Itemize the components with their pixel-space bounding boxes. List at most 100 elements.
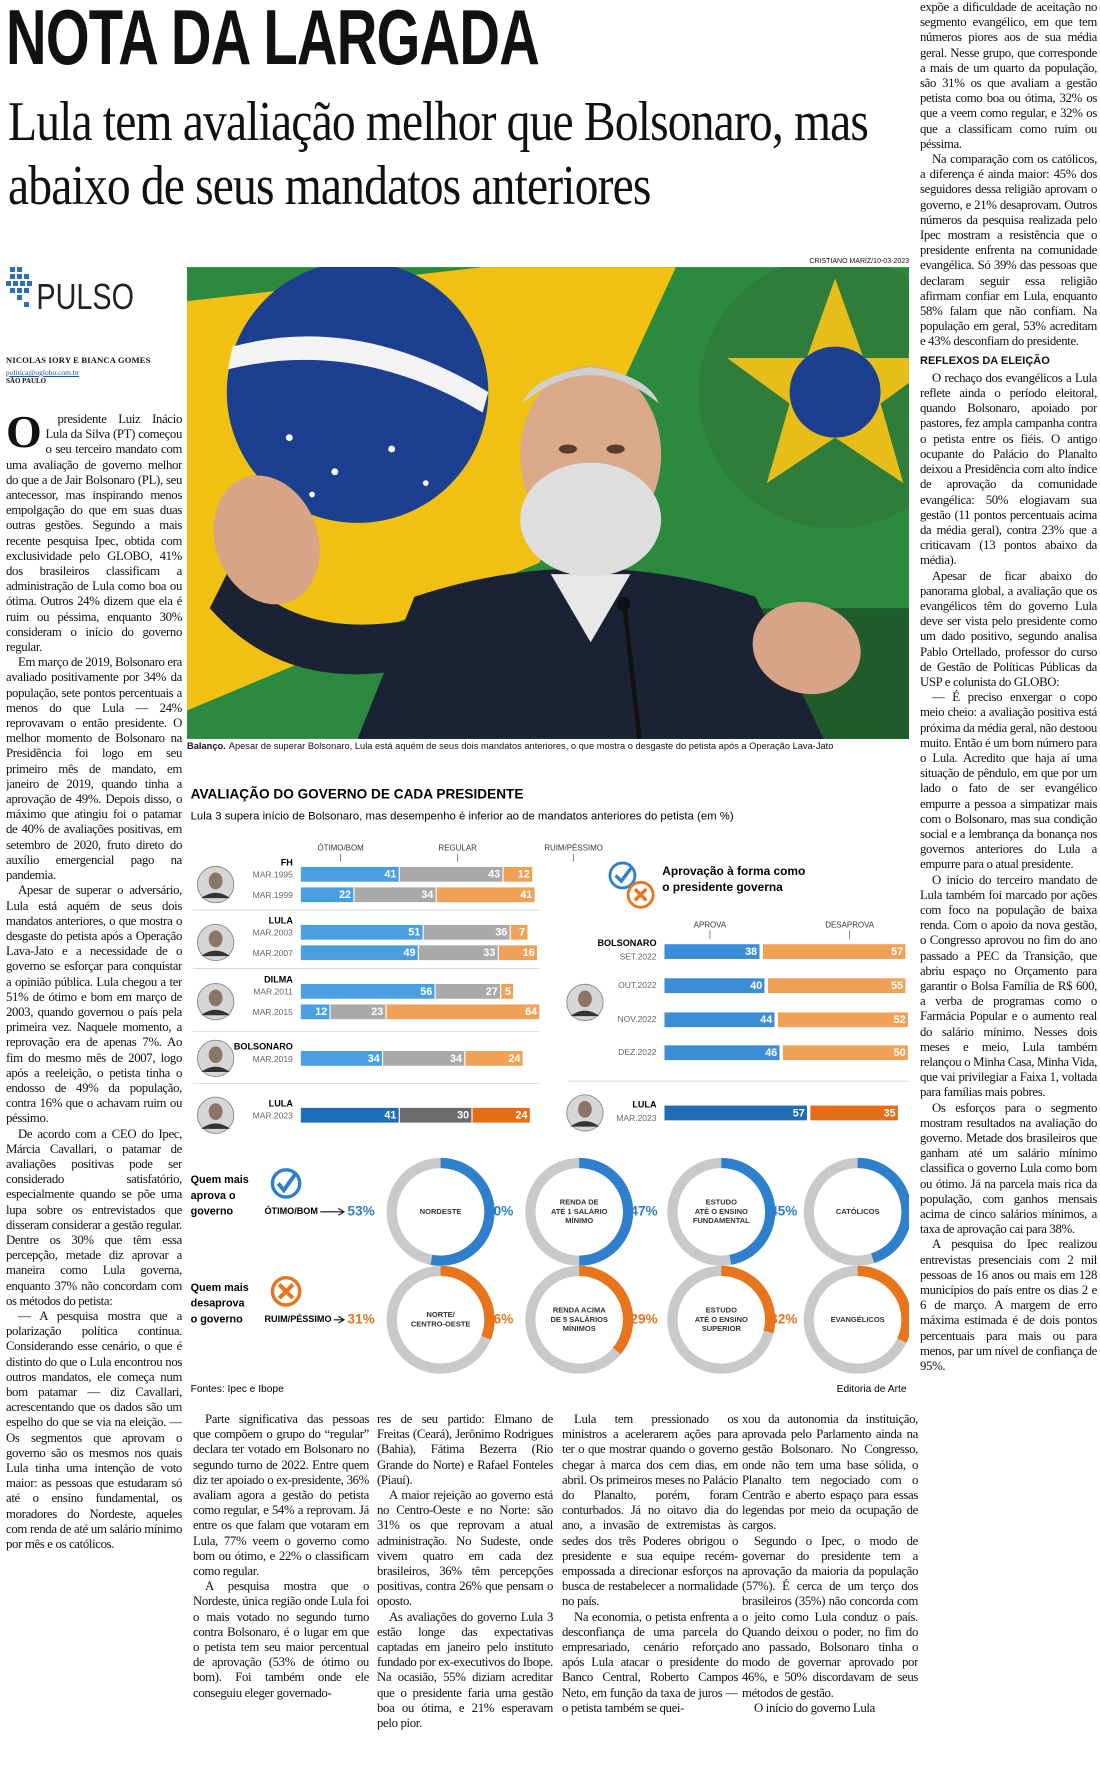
paragraph: Na economia, o petista enfrenta a descon… bbox=[562, 1609, 738, 1715]
period-date: MAR.2023 bbox=[616, 1113, 656, 1123]
icon-mark bbox=[276, 1173, 297, 1194]
paragraph: De acordo com a CEO do Ipec, Márcia Cava… bbox=[6, 1126, 182, 1308]
bar bbox=[762, 944, 906, 959]
portrait-body bbox=[201, 1009, 231, 1016]
paragraph: — A pesquisa mostra que a polarização po… bbox=[6, 1308, 182, 1552]
bar bbox=[664, 944, 760, 959]
paragraph: Apesar de ficar abaixo do panorama globa… bbox=[920, 568, 1097, 689]
president-name: DILMA bbox=[264, 974, 293, 984]
ring-arc bbox=[430, 1157, 495, 1266]
president-name: FH bbox=[281, 857, 293, 867]
bar bbox=[383, 1051, 465, 1066]
source: Fontes: Ipec e Ibope bbox=[191, 1384, 284, 1395]
section-name: PULSO bbox=[36, 276, 134, 317]
icon-x-mark bbox=[633, 887, 648, 902]
icon-check bbox=[608, 861, 637, 890]
ring-arc bbox=[579, 1265, 634, 1355]
ring-arc bbox=[579, 1157, 634, 1266]
bar bbox=[436, 887, 535, 903]
segment-value: 29% bbox=[630, 1311, 657, 1326]
period-date: OUT.2022 bbox=[618, 980, 657, 990]
bar bbox=[300, 887, 354, 903]
bar-label: 16 bbox=[523, 947, 535, 959]
ring-arc bbox=[440, 1265, 495, 1340]
paragraph: O presidente Luiz Inácio Lula da Silva (… bbox=[6, 412, 182, 655]
period-date: MAR.1995 bbox=[253, 870, 293, 880]
arrow bbox=[320, 1207, 346, 1216]
bar bbox=[418, 945, 498, 961]
segment-value: 53% bbox=[347, 1203, 374, 1218]
segment-name: ESTUDO bbox=[706, 1198, 737, 1207]
icon-mark bbox=[277, 1283, 295, 1300]
segment-heading: Quem mais bbox=[191, 1174, 249, 1186]
bar-label: 36 bbox=[495, 927, 507, 939]
photo-caption: Balanço. Apesar de superar Bolsonaro, Lul… bbox=[187, 741, 909, 751]
bar-label: 33 bbox=[483, 947, 495, 959]
bar-label: 23 bbox=[371, 1006, 383, 1018]
bar-label: 27 bbox=[486, 986, 498, 998]
segment-name: DE 5 SALÁRIOS bbox=[550, 1315, 608, 1324]
photo bbox=[187, 267, 909, 739]
segment-name: ATÉ O ENSINO bbox=[695, 1207, 748, 1216]
period-date: MAR.2019 bbox=[253, 1054, 293, 1064]
bar bbox=[503, 866, 533, 882]
portrait-head bbox=[578, 990, 592, 1008]
bar-label: 24 bbox=[508, 1053, 520, 1065]
icon bbox=[270, 1168, 302, 1199]
segment-value: 32% bbox=[770, 1311, 797, 1326]
period-date: MAR.2015 bbox=[253, 1007, 293, 1017]
segment-heading: desaprova bbox=[191, 1298, 246, 1310]
bar bbox=[386, 1004, 540, 1020]
bar bbox=[465, 1051, 523, 1066]
period-date: DEZ.2022 bbox=[618, 1047, 657, 1057]
bar bbox=[423, 924, 510, 940]
bar-label: 56 bbox=[420, 986, 432, 998]
ring-arc bbox=[721, 1265, 776, 1334]
portrait-body bbox=[201, 1066, 231, 1073]
bar bbox=[767, 978, 906, 994]
segment-name: RENDA DE bbox=[560, 1198, 599, 1207]
portrait-body bbox=[570, 1010, 600, 1017]
period-date: NOV.2022 bbox=[618, 1014, 657, 1024]
segment-value: 45% bbox=[770, 1203, 797, 1218]
bar-label: 55 bbox=[891, 980, 903, 992]
president-name: LULA bbox=[632, 1099, 657, 1109]
email: politica@oglobo.com.br bbox=[6, 368, 80, 377]
left-column: O presidente Luiz Inácio Lula da Silva (… bbox=[6, 412, 182, 1778]
arrow bbox=[333, 1315, 346, 1324]
ring-arc bbox=[857, 1265, 909, 1343]
bar-label: 12 bbox=[315, 1006, 327, 1018]
bar-label: 22 bbox=[339, 889, 351, 901]
legend-text: Aprovação à forma como bbox=[662, 864, 805, 878]
bar bbox=[300, 1051, 382, 1066]
column-header: APROVA bbox=[694, 921, 727, 930]
segment-value: 31% bbox=[347, 1311, 374, 1326]
paragraph: As avaliações do governo Lula 3 estão lo… bbox=[377, 1609, 553, 1731]
period-date: MAR.2007 bbox=[253, 948, 293, 958]
bar bbox=[664, 1105, 807, 1121]
president-name: BOLSONARO bbox=[234, 1041, 293, 1051]
headline: Lula tem avaliação melhor que Bolsonaro,… bbox=[8, 91, 869, 217]
paragraph: A maior rejeição ao governo está no Cent… bbox=[377, 1488, 553, 1609]
infographic-title: AVALIAÇÃO DO GOVERNO DE CADA PRESIDENTE bbox=[191, 786, 524, 801]
segment-name: CATÓLICOS bbox=[836, 1207, 880, 1216]
bar-label: 40 bbox=[750, 980, 762, 992]
place: SÃO PAULO bbox=[6, 377, 47, 385]
bar-label: 41 bbox=[520, 889, 532, 901]
bar-label: 34 bbox=[421, 889, 433, 901]
paragraph: O início do terceiro mandato de Lula tam… bbox=[920, 872, 1097, 1100]
segment-name: ATÉ 1 SALÁRIO bbox=[551, 1207, 608, 1216]
bar-label: 7 bbox=[519, 927, 525, 939]
infographic-subtitle: Lula 3 supera início de Bolsonaro, mas d… bbox=[191, 810, 734, 822]
bar bbox=[300, 1004, 330, 1020]
portrait-body bbox=[201, 892, 231, 899]
bottom-column: res de seu partido: Elmano de Freitas (C… bbox=[377, 1412, 553, 1778]
segment-heading: governo bbox=[191, 1206, 234, 1218]
segment-value: 50% bbox=[486, 1203, 513, 1218]
portrait-body bbox=[570, 1121, 600, 1127]
bar-label: 57 bbox=[891, 946, 903, 958]
paragraph: A pesquisa mostra que o Nordeste, única … bbox=[193, 1579, 369, 1700]
segment-name: ATÉ O ENSINO bbox=[695, 1315, 748, 1324]
bar bbox=[810, 1105, 898, 1121]
